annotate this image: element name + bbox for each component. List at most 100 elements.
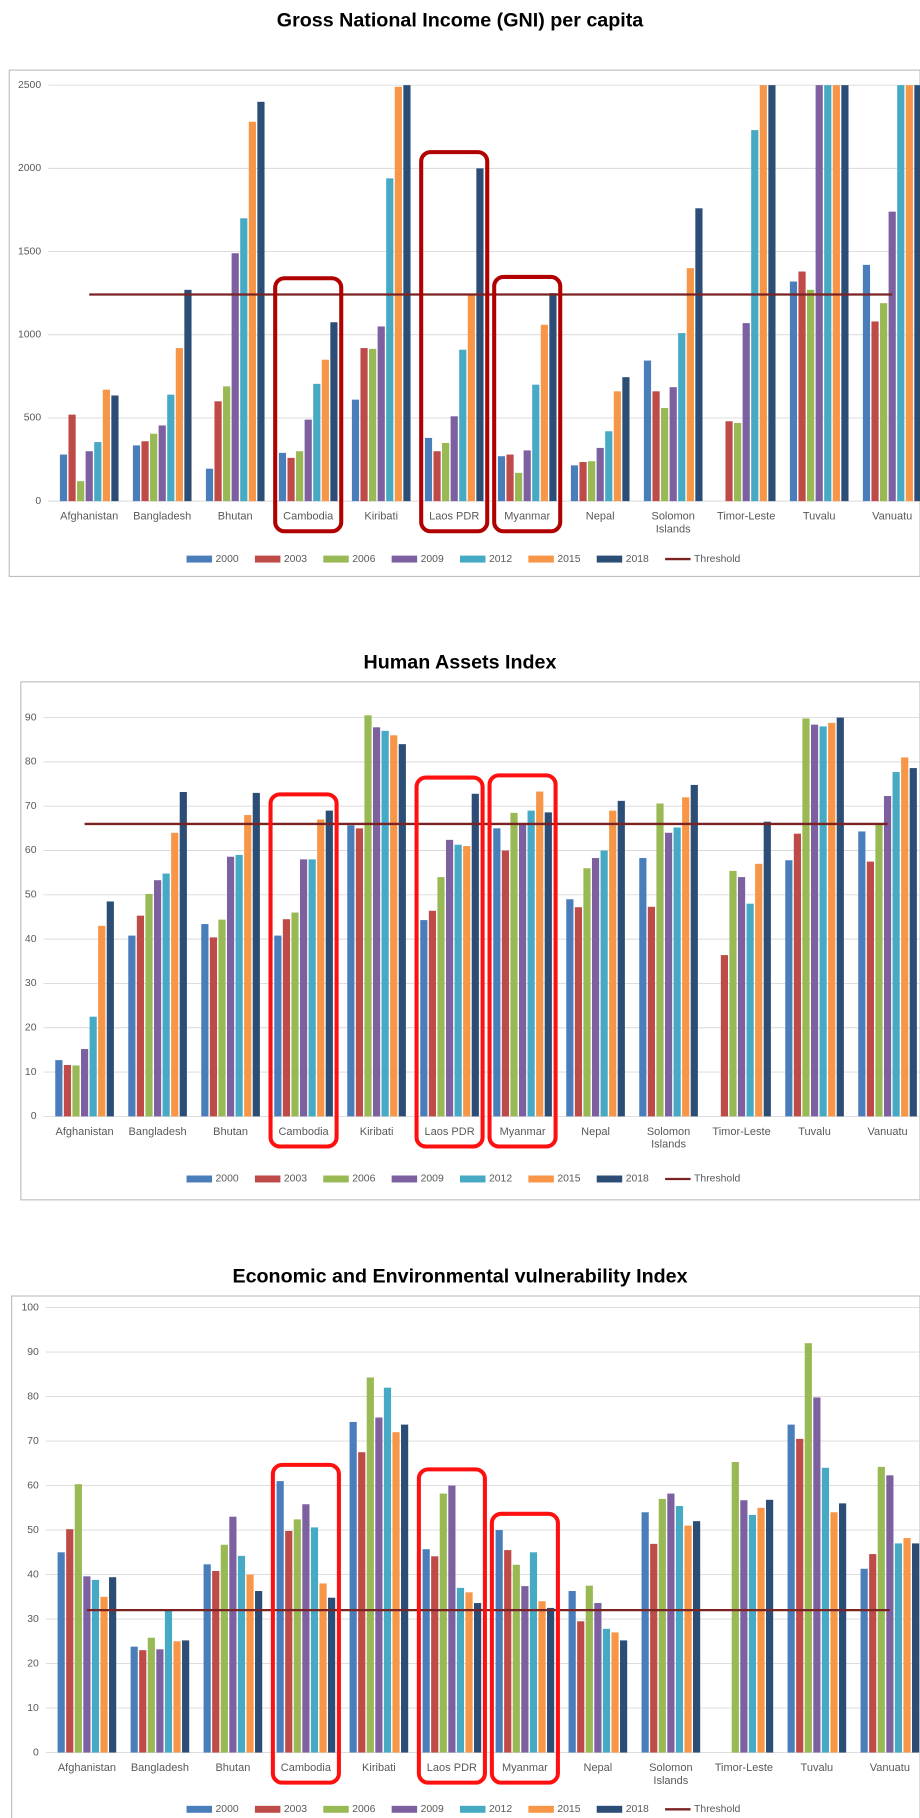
x-tick-label: Bhutan [217, 510, 253, 524]
bar [450, 416, 458, 502]
bar [150, 433, 158, 502]
bar [643, 360, 652, 502]
bar [80, 1049, 89, 1117]
legend-label: 2003 [284, 554, 307, 565]
x-tick-label: Solomon Islands [649, 1761, 693, 1788]
bar [740, 1500, 748, 1753]
legend-swatch [460, 555, 486, 563]
x-tick-label: Afghanistan [55, 1125, 114, 1139]
y-tick-label: 70 [27, 1436, 39, 1447]
bar [360, 348, 368, 502]
x-label-box: Vanuatu [872, 510, 912, 523]
x-label-box: Kiribati [364, 510, 399, 524]
x-tick-label: Afghanistan [60, 510, 119, 524]
bar [734, 422, 742, 502]
bar [506, 454, 514, 502]
bar [746, 903, 754, 1117]
y-tick-label: 500 [24, 413, 42, 424]
legend-label: 2006 [352, 1804, 375, 1815]
bar [871, 321, 879, 502]
bar [802, 718, 810, 1117]
highlight-box [414, 775, 485, 1149]
y-tick-label: 40 [27, 1569, 39, 1580]
bar [308, 859, 316, 1117]
bar [914, 85, 920, 502]
bar [68, 414, 76, 502]
legend-swatch [391, 1175, 418, 1183]
bar [830, 1512, 838, 1753]
legend-swatch [528, 555, 554, 563]
bar [527, 810, 535, 1117]
bar [454, 844, 462, 1117]
legend-label: 2015 [557, 1804, 580, 1815]
bar [731, 1461, 739, 1753]
bar [205, 468, 214, 502]
bar [287, 457, 295, 502]
bar [667, 1493, 675, 1753]
legend-label: 2000 [216, 1174, 239, 1185]
bar [620, 1640, 628, 1753]
bar [641, 1512, 649, 1753]
bar [383, 1387, 392, 1753]
bar [819, 726, 827, 1117]
bar [658, 1498, 666, 1753]
bar [810, 724, 819, 1117]
legend-label: 2009 [421, 554, 444, 565]
bar [789, 281, 798, 502]
bar [544, 812, 552, 1117]
bar [212, 1570, 220, 1753]
bar [574, 907, 583, 1117]
bar [515, 472, 523, 502]
bar [85, 451, 93, 502]
bar [141, 441, 149, 502]
x-label-box: Vanuatu [867, 1126, 907, 1139]
bar [832, 85, 840, 502]
legend-label: 2003 [284, 1804, 307, 1815]
x-label-box: Cambodia [278, 1126, 328, 1139]
y-tick-label: 50 [25, 890, 37, 901]
bar [420, 920, 428, 1117]
x-label-box: Timor-Leste [717, 510, 775, 523]
bar [883, 795, 892, 1117]
bar [296, 451, 304, 502]
legend-label: 2018 [626, 554, 649, 565]
bar [807, 289, 815, 502]
bar [839, 1503, 847, 1753]
bar [317, 819, 325, 1117]
bar [214, 401, 222, 502]
bar [742, 323, 750, 502]
y-tick-label: 90 [25, 712, 37, 723]
legend-label: Threshold [694, 554, 740, 565]
bar [725, 421, 733, 502]
bar [158, 425, 166, 502]
bar [729, 870, 737, 1117]
bar [274, 935, 282, 1117]
legend-swatch [254, 1805, 281, 1813]
bar [518, 823, 527, 1117]
bar [501, 850, 510, 1117]
y-tick-label: 40 [25, 934, 37, 945]
x-label-box: Myanmar [504, 510, 550, 523]
x-tick-label: Solomon Islands [651, 510, 695, 536]
x-tick-label: Solomon Islands [646, 1125, 691, 1152]
bar [310, 1527, 319, 1753]
bar [521, 1586, 529, 1753]
y-tick-label: 1000 [18, 330, 41, 341]
bar [136, 915, 145, 1117]
x-tick-label: Tuvalu [800, 1761, 834, 1775]
x-label-box: Nepal [583, 1762, 612, 1775]
plot-frame [11, 1295, 920, 1818]
legend-swatch [596, 1805, 623, 1813]
x-tick-label: Tuvalu [802, 510, 836, 524]
bar [862, 264, 871, 502]
bar [673, 827, 681, 1117]
bar [237, 1555, 246, 1753]
x-tick-label: Afghanistan [57, 1761, 116, 1775]
x-label-box: Afghanistan [60, 510, 119, 524]
legend-swatch [460, 1175, 486, 1183]
x-label-box: Bangladesh [133, 510, 191, 523]
x-tick-label: Kiribati [364, 510, 399, 524]
bar [431, 1556, 439, 1753]
bar [467, 294, 475, 502]
